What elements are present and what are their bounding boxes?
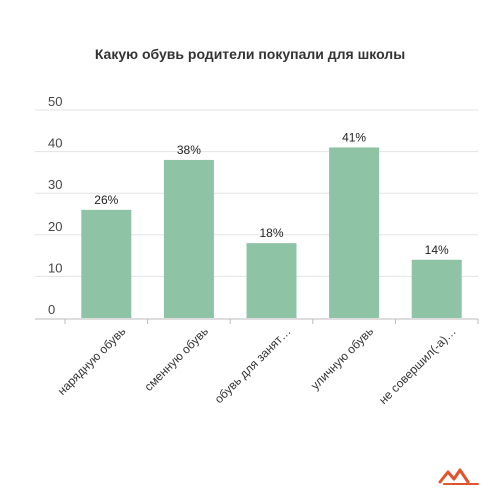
y-axis-ticks: 0 10 20 30 40 50 — [48, 94, 62, 317]
brand-logo-icon — [438, 468, 479, 485]
bar — [81, 209, 132, 318]
x-tick-label: нарядную обувь — [55, 324, 129, 398]
chart-title: Какую обувь родители покупали для школы — [94, 46, 406, 62]
x-axis-labels: нарядную обувь сменную обувь обувь для зан… — [55, 324, 459, 407]
x-tick-label: уличную обувь — [308, 324, 376, 392]
x-axis-ticks — [64, 319, 479, 324]
bar — [246, 243, 297, 318]
data-label: 26% — [94, 193, 118, 207]
y-tick-label: 50 — [48, 94, 62, 109]
y-tick-label: 0 — [48, 302, 55, 317]
data-label: 41% — [342, 130, 366, 144]
bars — [81, 147, 462, 318]
data-label: 14% — [425, 243, 449, 257]
bar — [329, 147, 380, 318]
bar — [163, 159, 214, 318]
y-tick-label: 10 — [48, 260, 62, 275]
data-label: 38% — [177, 143, 201, 157]
x-tick-label: обувь для занят… — [212, 324, 294, 406]
y-tick-label: 30 — [48, 177, 62, 192]
x-tick-label: сменную обувь — [141, 324, 211, 394]
x-tick-label: не совершил(-а)… — [376, 324, 459, 407]
value-labels: 26% 38% 18% 41% 14% — [94, 130, 449, 256]
y-tick-label: 20 — [48, 219, 62, 234]
data-label: 18% — [259, 226, 283, 240]
bar — [411, 259, 462, 318]
y-tick-label: 40 — [48, 136, 62, 151]
